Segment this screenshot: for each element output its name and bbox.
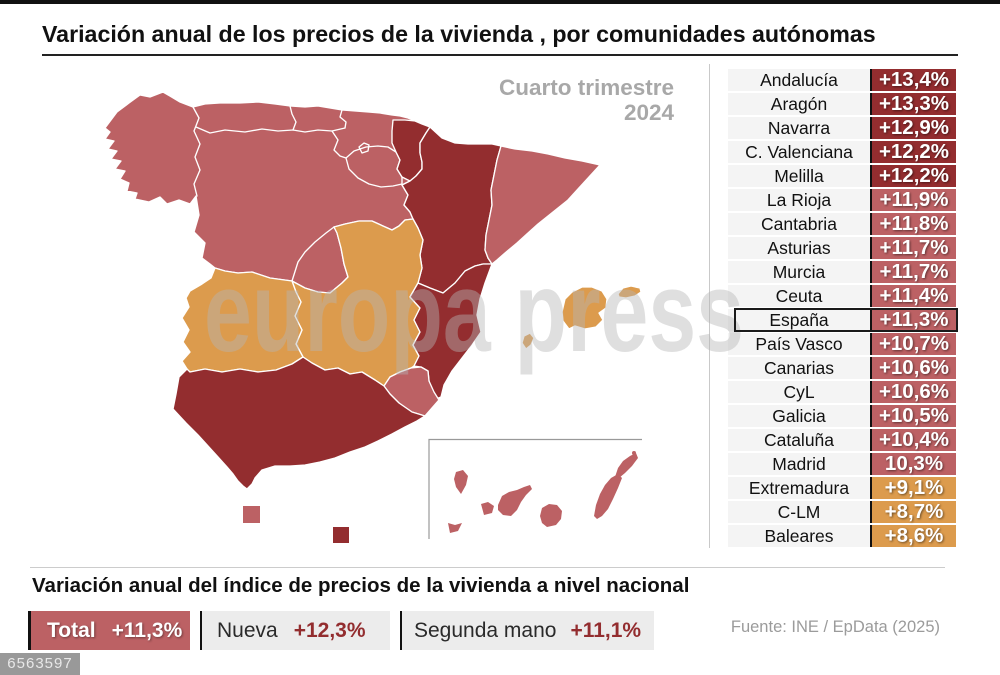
svg-text:europa press: europa press xyxy=(204,249,744,376)
